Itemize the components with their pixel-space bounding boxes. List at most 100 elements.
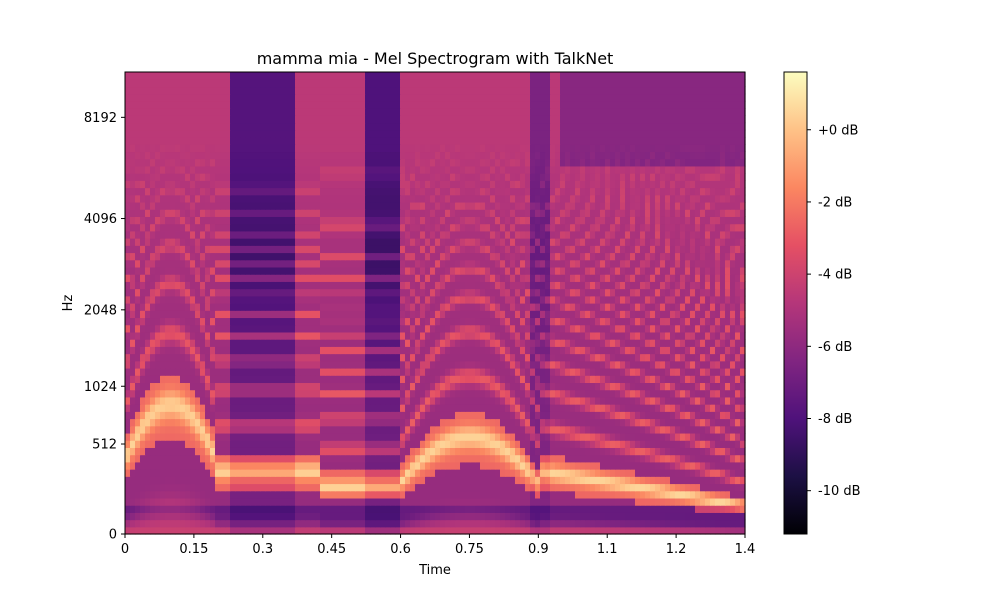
heatmap-cell [190, 490, 196, 499]
heatmap-cell [475, 331, 481, 340]
heatmap-cell [605, 346, 611, 355]
heatmap-cell [330, 454, 336, 463]
heatmap-cell [565, 303, 571, 311]
heatmap-cell [150, 353, 156, 362]
heatmap-cell [285, 252, 291, 261]
heatmap-cell [305, 425, 311, 434]
heatmap-cell [485, 461, 491, 470]
heatmap-cell [700, 447, 706, 456]
heatmap-cell [570, 324, 576, 333]
heatmap-cell [700, 245, 706, 254]
heatmap-cell [495, 288, 501, 297]
heatmap-cell [310, 274, 316, 282]
heatmap-cell [675, 281, 681, 290]
heatmap-cell [510, 418, 516, 427]
heatmap-cell [635, 469, 641, 477]
heatmap-cell [480, 353, 486, 362]
heatmap-cell [495, 245, 501, 254]
heatmap-cell [345, 483, 351, 492]
heatmap-cell [640, 411, 646, 420]
heatmap-cell [165, 432, 171, 441]
heatmap-cell [285, 505, 291, 513]
heatmap-cell [520, 526, 526, 535]
heatmap-cell [345, 266, 351, 275]
heatmap-cell [610, 288, 616, 297]
heatmap-cell [175, 310, 181, 319]
heatmap-cell [535, 396, 541, 405]
heatmap-cell [475, 310, 481, 319]
heatmap-cell [395, 281, 401, 290]
heatmap-cell [420, 526, 426, 535]
heatmap-cell [160, 288, 166, 297]
heatmap-cell [195, 252, 201, 261]
heatmap-cell [580, 432, 586, 441]
heatmap-cell [290, 288, 296, 297]
heatmap-cell [175, 288, 181, 297]
heatmap-cell [605, 425, 611, 434]
heatmap-cell [185, 440, 191, 448]
heatmap-cell [320, 425, 326, 434]
heatmap-cell [425, 483, 431, 492]
heatmap-cell [355, 360, 361, 369]
heatmap-cell [260, 245, 266, 254]
heatmap-cell [250, 238, 256, 246]
heatmap-cell [295, 238, 301, 246]
heatmap-cell [455, 295, 461, 304]
heatmap-cell [505, 476, 511, 485]
heatmap-cell [605, 281, 611, 290]
heatmap-cell [160, 440, 166, 448]
heatmap-cell [740, 418, 746, 427]
heatmap-cell [280, 324, 286, 333]
heatmap-cell [305, 331, 311, 340]
heatmap-cell [570, 519, 576, 528]
heatmap-cell [240, 238, 246, 246]
heatmap-cell [245, 432, 251, 441]
heatmap-cell [715, 295, 721, 304]
heatmap-cell [540, 411, 546, 420]
heatmap-cell [295, 512, 301, 521]
heatmap-cell [515, 274, 521, 282]
heatmap-cell [510, 252, 516, 261]
heatmap-cell [445, 454, 451, 463]
heatmap-cell [550, 353, 556, 362]
heatmap-cell [315, 288, 321, 297]
heatmap-cell [510, 281, 516, 290]
heatmap-cell [310, 497, 316, 506]
heatmap-cell [530, 367, 536, 376]
heatmap-cell [205, 310, 211, 319]
heatmap-cell [335, 339, 341, 347]
heatmap-cell [265, 238, 271, 246]
heatmap-cell [675, 259, 681, 268]
heatmap-cell [230, 389, 236, 398]
heatmap-cell [550, 425, 556, 434]
heatmap-cell [680, 490, 686, 499]
heatmap-cell [615, 310, 621, 319]
heatmap-cell [435, 303, 441, 311]
heatmap-cell [575, 360, 581, 369]
heatmap-cell [185, 331, 191, 340]
heatmap-cell [540, 367, 546, 376]
heatmap-cell [695, 245, 701, 254]
heatmap-cell [250, 389, 256, 398]
heatmap-cell [615, 382, 621, 391]
heatmap-cell [470, 497, 476, 506]
heatmap-cell [270, 281, 276, 290]
heatmap-cell [520, 288, 526, 297]
heatmap-cell [515, 490, 521, 499]
heatmap-cell [490, 411, 496, 420]
heatmap-cell [145, 310, 151, 319]
heatmap-cell [255, 274, 261, 282]
heatmap-cell [250, 281, 256, 290]
heatmap-cell [500, 461, 506, 470]
heatmap-cell [160, 512, 166, 521]
heatmap-cell [200, 288, 206, 297]
heatmap-cell [330, 461, 336, 470]
heatmap-cell [290, 389, 296, 398]
heatmap-cell [195, 331, 201, 340]
heatmap-cell [205, 295, 211, 304]
heatmap-cell [395, 512, 401, 521]
heatmap-cell [180, 440, 186, 448]
heatmap-cell [645, 425, 651, 434]
heatmap-cell [190, 360, 196, 369]
heatmap-cell [560, 440, 566, 448]
